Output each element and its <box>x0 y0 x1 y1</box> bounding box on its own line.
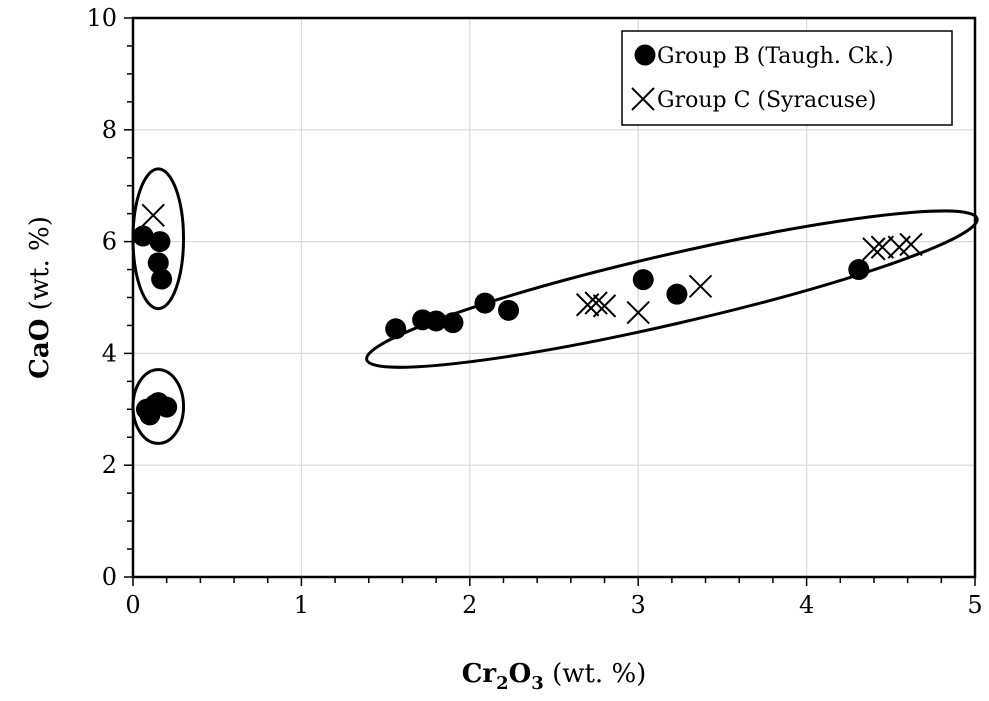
x-axis-title: Cr2O3 (wt. %) <box>462 659 647 694</box>
group-b-point <box>156 396 178 418</box>
group-b-point <box>442 312 464 334</box>
y-tick-label: 6 <box>102 228 117 256</box>
cluster-ellipses <box>131 167 979 445</box>
marker-stroke <box>870 235 895 259</box>
x-axis-title-sub2: 3 <box>531 673 544 694</box>
x-tick-label: 1 <box>294 591 309 619</box>
x-tick-label: 2 <box>462 591 477 619</box>
data-points <box>132 203 923 426</box>
marker-stroke <box>862 237 886 261</box>
group-c-point <box>584 291 608 315</box>
group-b-point <box>385 318 407 340</box>
x-tick-label: 5 <box>967 591 982 619</box>
group-c-point <box>870 235 895 259</box>
group-b-point <box>498 299 520 321</box>
marker-stroke <box>631 87 655 111</box>
legend-circle-marker <box>634 44 656 66</box>
group-c-point <box>899 232 923 257</box>
group-c-point <box>688 274 713 299</box>
legend-marker-group-c <box>631 87 655 111</box>
marker-stroke <box>141 203 165 228</box>
group-b-point <box>848 259 870 281</box>
y-axis-title: CaO (wt. %) <box>25 216 55 379</box>
x-axis-title-main: Cr <box>462 659 497 689</box>
x-tick-label: 3 <box>631 591 646 619</box>
group-b-point <box>632 269 654 291</box>
y-axis-title-rest: (wt. %) <box>25 216 55 319</box>
group-b-point <box>151 268 173 290</box>
x-tick-label: 4 <box>799 591 814 619</box>
legend-x-marker <box>631 87 655 111</box>
y-axis-title-main: CaO <box>25 319 55 379</box>
axis-ticks <box>124 17 976 586</box>
group-b-point <box>425 310 447 332</box>
y-tick-label: 8 <box>102 116 117 144</box>
x-tick-label: 0 <box>125 591 140 619</box>
marker-stroke <box>899 232 923 257</box>
group-c-point <box>141 203 165 228</box>
group-c-point <box>862 237 886 261</box>
legend-box <box>621 30 953 126</box>
group-c-point <box>592 294 617 318</box>
y-tick-label: 10 <box>86 4 117 32</box>
group-b-point <box>666 283 688 305</box>
group-b-point <box>474 292 496 314</box>
x-axis-title-mid: O <box>509 659 532 689</box>
marker-stroke <box>688 274 713 299</box>
legend-marker-group-b <box>634 44 656 66</box>
legend-label-group-c: Group C (Syracuse) <box>657 88 877 113</box>
y-tick-label: 2 <box>102 451 117 479</box>
marker-stroke <box>592 294 617 318</box>
marker-stroke <box>626 300 650 325</box>
y-tick-label: 4 <box>102 339 117 367</box>
group-b-point <box>132 225 154 247</box>
legend: Group B (Taugh. Ck.) Group C (Syracuse) <box>621 30 953 126</box>
tick-labels: 0 1 2 3 4 5 0 2 4 6 8 10 <box>86 4 982 619</box>
legend-label-group-b: Group B (Taugh. Ck.) <box>657 44 894 69</box>
y-tick-label: 0 <box>102 563 117 591</box>
x-axis-title-rest: (wt. %) <box>544 659 647 689</box>
marker-stroke <box>584 291 608 315</box>
group-b-point <box>147 252 169 274</box>
group-c-point <box>626 300 650 325</box>
group-b-point <box>149 231 171 253</box>
cluster-ellipse <box>365 209 979 369</box>
x-axis-title-sub1: 2 <box>496 673 509 694</box>
